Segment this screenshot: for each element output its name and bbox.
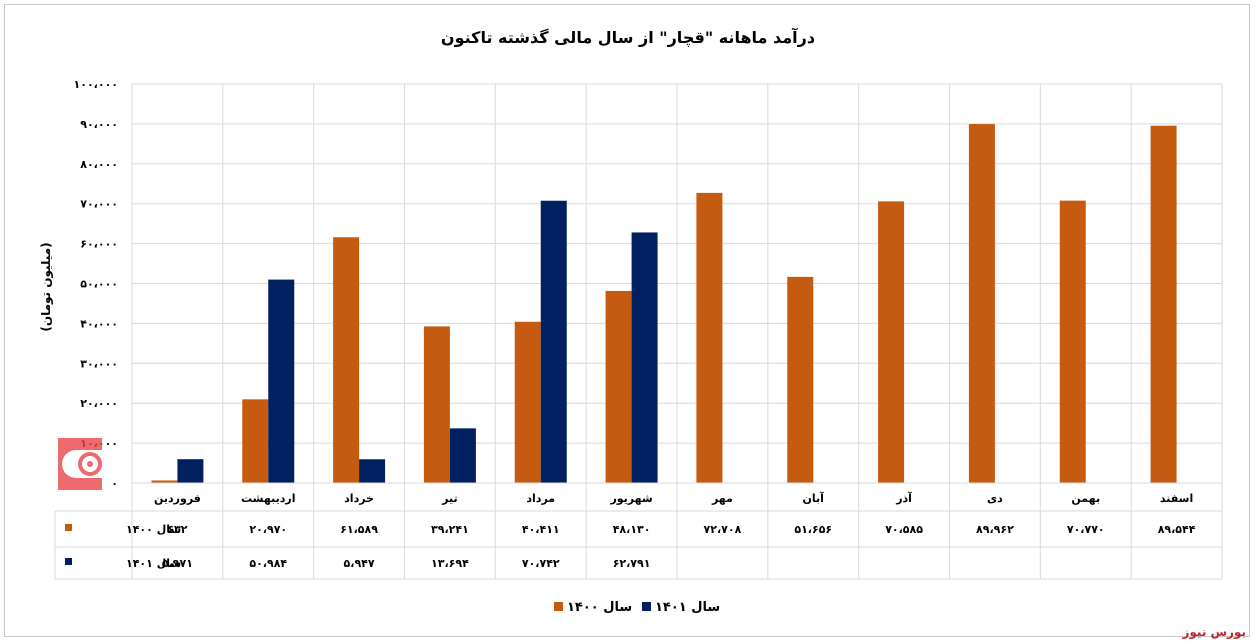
table-cell: ۶۳۲ (167, 523, 187, 536)
category-label: شهریور (609, 492, 652, 505)
bar-series2 (359, 459, 386, 483)
category-label: مهر (711, 492, 733, 505)
table-cell: ۲۰،۹۷۰ (249, 523, 287, 536)
gridlines (131, 83, 1223, 579)
bar-series1 (514, 321, 541, 483)
bar-series1 (333, 237, 360, 483)
table-cell: ۸۹،۹۶۲ (976, 523, 1014, 536)
table-cell: ۷۰،۷۴۲ (522, 557, 560, 570)
table-cell: ۷۲،۷۰۸ (704, 523, 742, 536)
category-label: تیر (441, 492, 457, 505)
bar-series1 (151, 480, 178, 483)
table-cell: ۸۹،۵۴۴ (1158, 523, 1196, 536)
bar-series1 (1150, 125, 1177, 484)
category-label: آذر (895, 491, 912, 505)
table-row-header: سال ۱۴۰۰ (126, 523, 181, 536)
source-label: بورس نیوز (1182, 625, 1246, 639)
category-label: مرداد (526, 492, 555, 505)
bar-series1 (787, 276, 814, 483)
y-tick-label: ۵۰،۰۰۰ (80, 278, 118, 291)
table-cell: ۱۳،۶۹۴ (431, 557, 469, 570)
category-label: اردیبهشت (241, 492, 295, 505)
category-label: خرداد (344, 492, 374, 505)
bars (151, 124, 1177, 484)
chart-title: درآمد ماهانه "قچار" از سال مالی گذشته تا… (440, 28, 816, 47)
y-tick-label: ۷۰،۰۰۰ (80, 198, 118, 211)
y-axis-label: (میلیون تومان) (39, 242, 54, 331)
data-table: فروردین اردیبهشت خرداد تیر مرداد شهریور مهر آبا… (54, 482, 1222, 580)
table-cell: ۷۰،۷۷۰ (1067, 523, 1105, 536)
table-cell: ۵،۹۴۷ (344, 557, 375, 570)
y-tick-label: ۹۰،۰۰۰ (80, 118, 118, 131)
bar-series1 (423, 326, 450, 483)
bar-series2 (540, 200, 567, 483)
legend-swatch (642, 602, 651, 611)
watermark-logo (58, 438, 102, 490)
table-cell: ۷۰،۵۸۵ (885, 523, 923, 536)
table-row-header: سال ۱۴۰۱ (126, 557, 181, 570)
y-axis-ticks: ۰۱۰،۰۰۰۲۰،۰۰۰۳۰،۰۰۰۴۰،۰۰۰۵۰،۰۰۰۶۰،۰۰۰۷۰،… (74, 78, 118, 490)
category-label: اسفند (1160, 492, 1193, 505)
y-tick-label: ۴۰،۰۰۰ (80, 317, 118, 330)
bar-series1 (968, 124, 995, 483)
category-label: بهمن (1071, 492, 1100, 505)
legend-swatch (554, 602, 563, 611)
table-cell: ۵۱،۶۵۶ (794, 523, 832, 536)
bar-series1 (878, 201, 905, 483)
y-tick-label: ۶۰،۰۰۰ (80, 238, 118, 251)
bar-series2 (449, 428, 476, 483)
table-cell: ۵۰،۹۸۴ (249, 557, 287, 570)
table-cell: ۵،۹۷۱ (162, 557, 193, 570)
legend-label: سال ۱۴۰۱ (655, 600, 720, 615)
bar-series2 (177, 459, 204, 483)
bar-series1 (1059, 200, 1086, 484)
table-cell: ۳۹،۲۴۱ (431, 523, 469, 536)
category-label: دی (987, 492, 1003, 505)
legend: سال ۱۴۰۱ سال ۱۴۰۰ (554, 600, 720, 615)
category-label: آبان (803, 491, 825, 505)
table-legend-key (65, 558, 72, 565)
table-cell: ۶۱،۵۸۹ (340, 523, 378, 536)
table-cell: ۶۲،۷۹۱ (613, 557, 651, 570)
y-tick-label: ۰ (111, 477, 118, 490)
y-tick-label: ۳۰،۰۰۰ (80, 357, 118, 370)
y-tick-label: ۱۰۰،۰۰۰ (74, 78, 118, 91)
table-legend-key (65, 524, 72, 531)
legend-label: سال ۱۴۰۰ (567, 600, 632, 615)
bar-series1 (605, 290, 632, 483)
table-cell: ۴۸،۱۳۰ (613, 523, 651, 536)
bar-series1 (696, 192, 723, 483)
bar-series2 (631, 232, 658, 483)
bar-series1 (242, 399, 269, 483)
bar-series2 (268, 279, 295, 483)
y-tick-label: ۸۰،۰۰۰ (80, 158, 118, 171)
y-tick-label: ۲۰،۰۰۰ (80, 397, 118, 410)
category-label: فروردین (154, 492, 201, 505)
chart-frame (4, 4, 1250, 637)
table-cell: ۴۰،۴۱۱ (522, 523, 560, 536)
